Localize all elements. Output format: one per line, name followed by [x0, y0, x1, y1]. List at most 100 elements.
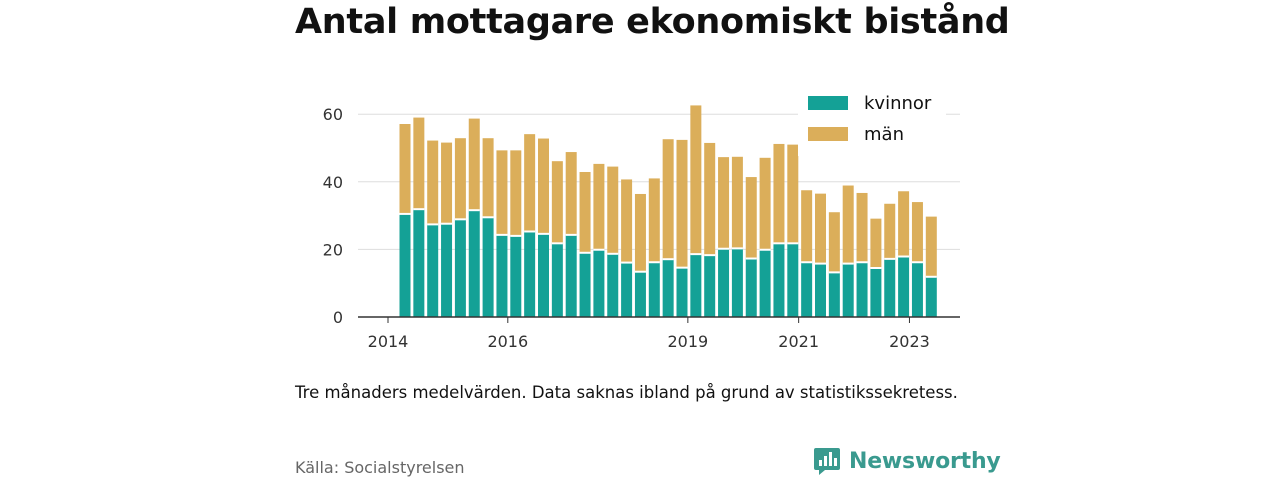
bar-kvinnor	[510, 235, 522, 317]
bar-kvinnor	[621, 262, 633, 317]
bar-man	[538, 138, 549, 234]
legend: kvinnor män	[798, 86, 946, 156]
bar-man	[911, 202, 923, 263]
bar-kvinnor	[454, 219, 466, 317]
bar-man	[745, 177, 757, 259]
bar-kvinnor	[413, 209, 425, 317]
y-tick-label: 0	[333, 308, 343, 327]
bar-kvinnor	[565, 234, 577, 317]
brand-name: Newsworthy	[849, 448, 1001, 474]
bar-kvinnor	[593, 249, 605, 317]
bar-man	[731, 156, 743, 249]
bar-man	[773, 143, 785, 244]
bars	[399, 105, 937, 317]
x-tick-label: 2023	[889, 332, 930, 351]
newsworthy-logo-icon	[814, 448, 840, 475]
bar-man	[787, 144, 799, 244]
chart-note: Tre månaders medelvärden. Data saknas ib…	[295, 383, 958, 402]
bar-man	[399, 124, 411, 214]
bar-kvinnor	[815, 263, 826, 317]
bar-man	[718, 157, 730, 249]
bar-man	[441, 142, 453, 224]
bar-kvinnor	[870, 267, 882, 317]
x-tick-label: 2019	[667, 332, 708, 351]
bar-man	[925, 216, 937, 277]
bar-kvinnor	[773, 243, 785, 317]
bar-man	[427, 140, 439, 225]
bar-kvinnor	[441, 223, 453, 317]
bar-kvinnor	[745, 258, 757, 317]
bar-man	[842, 185, 854, 264]
bar-man	[496, 150, 508, 235]
bar-man	[648, 178, 660, 263]
y-tick-label: 20	[323, 240, 343, 259]
bar-kvinnor	[842, 263, 854, 317]
bar-kvinnor	[718, 248, 730, 317]
bar-kvinnor	[676, 267, 688, 317]
bar-man	[828, 212, 840, 273]
bar-kvinnor	[524, 231, 536, 317]
bar-man	[607, 166, 619, 254]
bar-kvinnor	[551, 243, 563, 317]
chart-title: Antal mottagare ekonomiskt bistånd	[295, 2, 1010, 42]
source-text: Källa: Socialstyrelsen	[295, 458, 465, 477]
bar-man	[621, 179, 633, 263]
bar-kvinnor	[925, 276, 937, 317]
bar-kvinnor	[731, 248, 743, 317]
brand-logo: Newsworthy	[813, 446, 1001, 476]
bar-man	[884, 203, 896, 259]
legend-label: män	[864, 124, 904, 145]
bar-man	[482, 138, 494, 218]
bar-kvinnor	[482, 217, 494, 317]
bar-kvinnor	[399, 213, 411, 317]
legend-swatch	[808, 127, 848, 141]
bar-kvinnor	[759, 249, 771, 317]
legend-swatch	[808, 96, 848, 110]
bar-man	[579, 171, 591, 253]
bar-man	[676, 139, 688, 268]
bar-kvinnor	[911, 262, 923, 317]
bar-kvinnor	[884, 258, 896, 317]
x-tick-label: 2021	[778, 332, 819, 351]
bar-man	[704, 142, 716, 256]
bar-kvinnor	[856, 262, 868, 317]
x-tick-label: 2016	[487, 332, 528, 351]
bar-man	[870, 218, 882, 268]
y-tick-label: 60	[323, 105, 343, 124]
bar-kvinnor	[828, 272, 840, 317]
axes: 0 20 40 60 2014 2016 2019 2021 2023	[323, 105, 960, 351]
bar-man	[468, 118, 480, 211]
bar-man	[690, 105, 702, 255]
bar-kvinnor	[468, 210, 480, 317]
bar-man	[759, 157, 771, 250]
bar-kvinnor	[579, 252, 591, 317]
bar-kvinnor	[607, 253, 619, 317]
bar-kvinnor	[648, 262, 660, 317]
bar-man	[565, 152, 577, 235]
bar-kvinnor	[787, 243, 799, 317]
bar-kvinnor	[427, 224, 439, 317]
bar-kvinnor	[704, 255, 716, 317]
bar-man	[898, 191, 910, 257]
bar-man	[662, 139, 674, 260]
bar-man	[524, 134, 536, 232]
bar-kvinnor	[538, 233, 549, 317]
bar-man	[551, 161, 563, 244]
bar-kvinnor	[898, 256, 910, 317]
bar-man	[856, 192, 868, 263]
bar-man	[634, 193, 646, 272]
bar-man	[815, 193, 826, 264]
bar-kvinnor	[662, 259, 674, 317]
bar-man	[593, 163, 605, 250]
bar-man	[413, 117, 425, 210]
bar-kvinnor	[801, 262, 813, 317]
bar-man	[801, 190, 813, 263]
y-tick-label: 40	[323, 173, 343, 192]
bar-kvinnor	[634, 271, 646, 317]
legend-label: kvinnor	[864, 93, 932, 114]
bar-man	[454, 138, 466, 220]
stacked-bar-chart: 0 20 40 60 2014 2016 2019 2021 2023 kvinnor män	[322, 86, 960, 351]
bar-kvinnor	[496, 234, 508, 317]
x-tick-label: 2014	[368, 332, 409, 351]
bar-man	[510, 150, 522, 236]
